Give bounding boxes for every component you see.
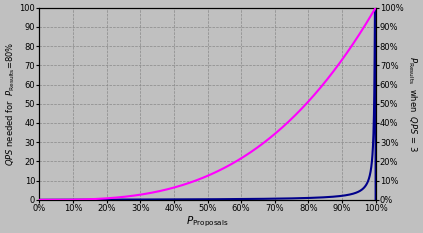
X-axis label: $\it{P}_{\rm{Proposals}}$: $\it{P}_{\rm{Proposals}}$ bbox=[186, 214, 229, 229]
Y-axis label: $\it{P}_{\rm{Results}}$  when  $\it{QPS}$ = 3: $\it{P}_{\rm{Results}}$ when $\it{QPS}$ … bbox=[407, 56, 419, 152]
Y-axis label: $\it{QPS}$ needed for  $\it{P}_{\rm{Results}}$=80%: $\it{QPS}$ needed for $\it{P}_{\rm{Resul… bbox=[4, 41, 16, 166]
